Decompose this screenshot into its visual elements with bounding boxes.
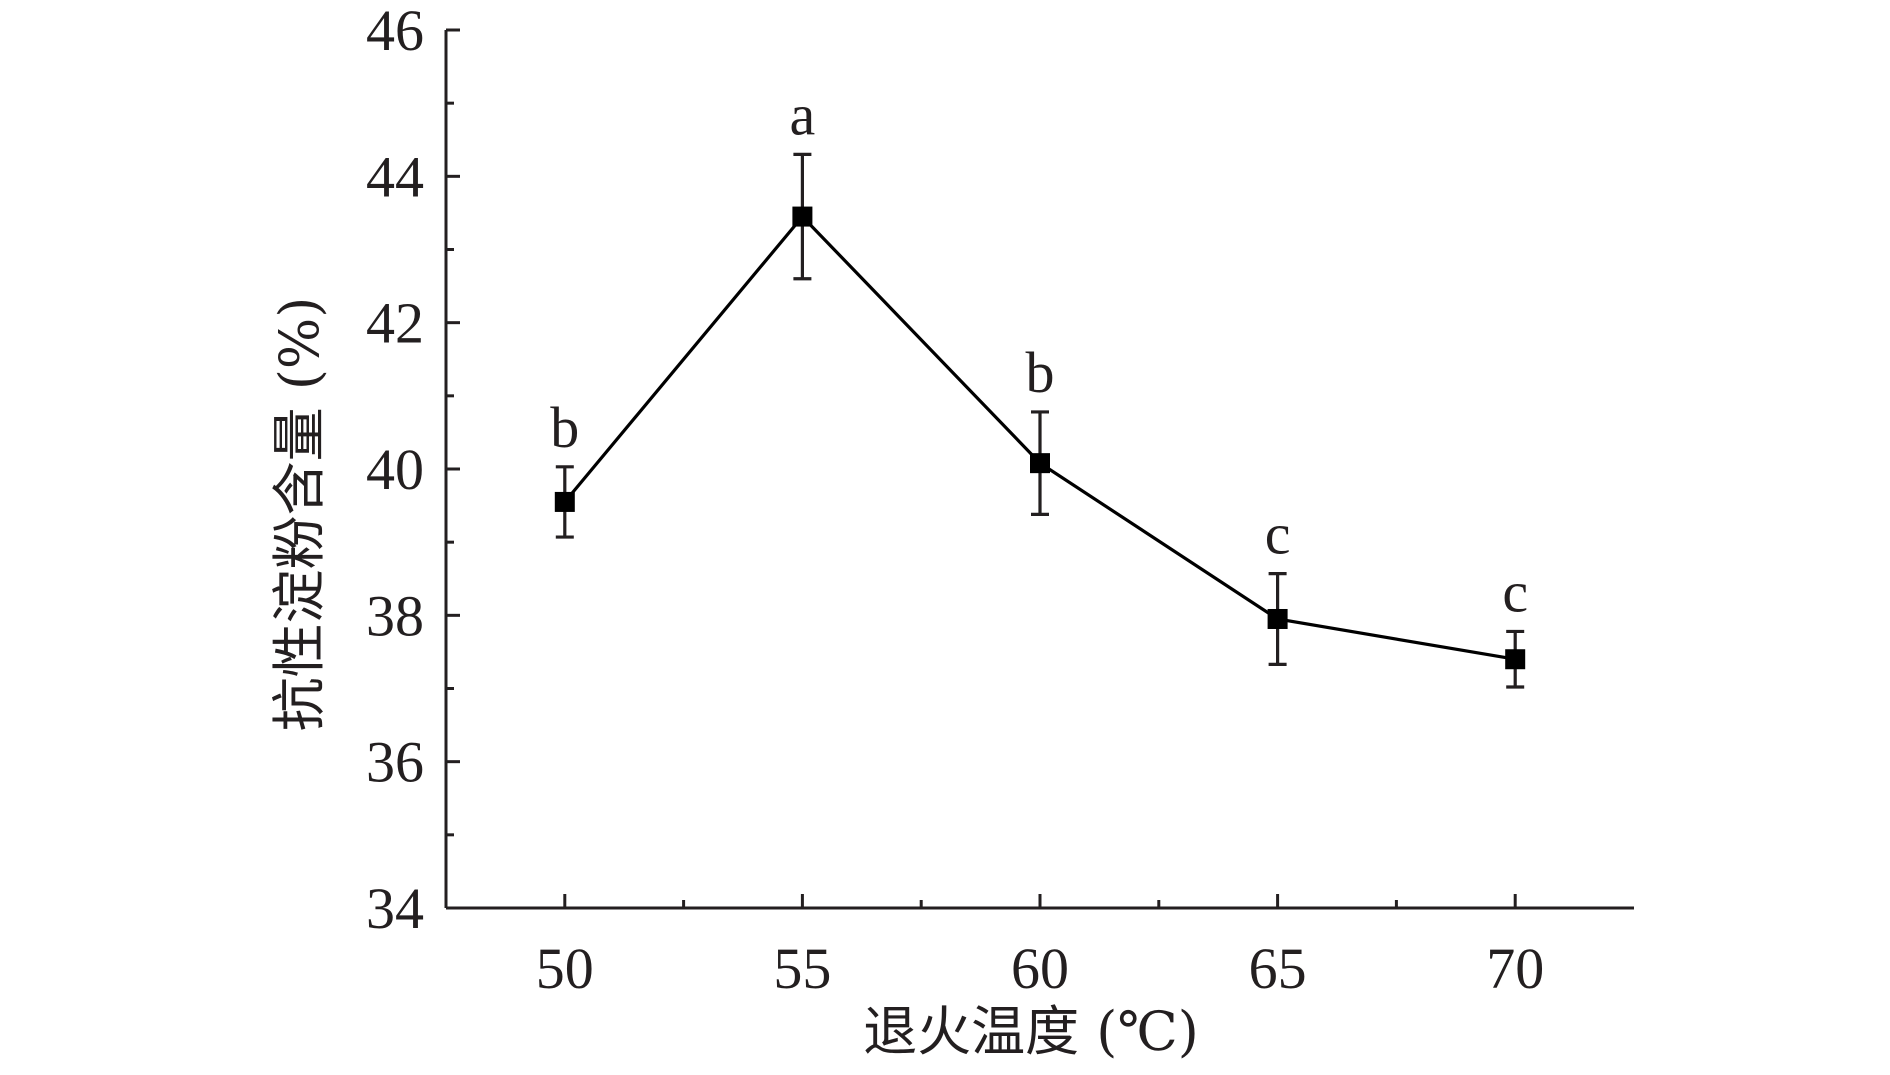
significance-label: c — [1502, 559, 1528, 624]
data-point-marker — [554, 491, 575, 512]
x-tick-label: 55 — [773, 936, 831, 1001]
significance-labels: b a b c c — [550, 82, 1528, 624]
ticks — [446, 28, 1517, 910]
y-axis-title: 抗性淀粉含量 (%) — [268, 297, 331, 732]
data-point-marker — [1267, 608, 1288, 629]
data-point-marker — [1505, 649, 1526, 670]
y-tick-label: 44 — [366, 144, 424, 209]
x-axis-title: 退火温度 (℃) — [863, 1000, 1199, 1063]
significance-label: b — [1026, 340, 1055, 405]
y-tick-label: 46 — [366, 0, 424, 63]
x-tick-label: 50 — [536, 936, 594, 1001]
significance-label: c — [1265, 502, 1291, 567]
significance-label: a — [790, 82, 816, 147]
x-tick-label: 60 — [1011, 936, 1069, 1001]
x-tick-label: 65 — [1249, 936, 1307, 1001]
error-bars — [555, 152, 1525, 689]
y-tick-label: 38 — [366, 583, 424, 648]
y-tick-label: 40 — [366, 437, 424, 502]
data-point-marker — [792, 206, 813, 227]
y-tick-label: 36 — [366, 730, 424, 795]
tick-labels: 34 36 38 40 42 44 46 50 55 60 65 70 — [366, 0, 1544, 1001]
y-tick-label: 34 — [366, 876, 424, 941]
y-tick-label: 42 — [366, 291, 424, 356]
data-point-marker — [1030, 453, 1050, 474]
markers — [554, 206, 1526, 670]
significance-label: b — [550, 395, 579, 460]
x-tick-label: 70 — [1486, 936, 1544, 1001]
